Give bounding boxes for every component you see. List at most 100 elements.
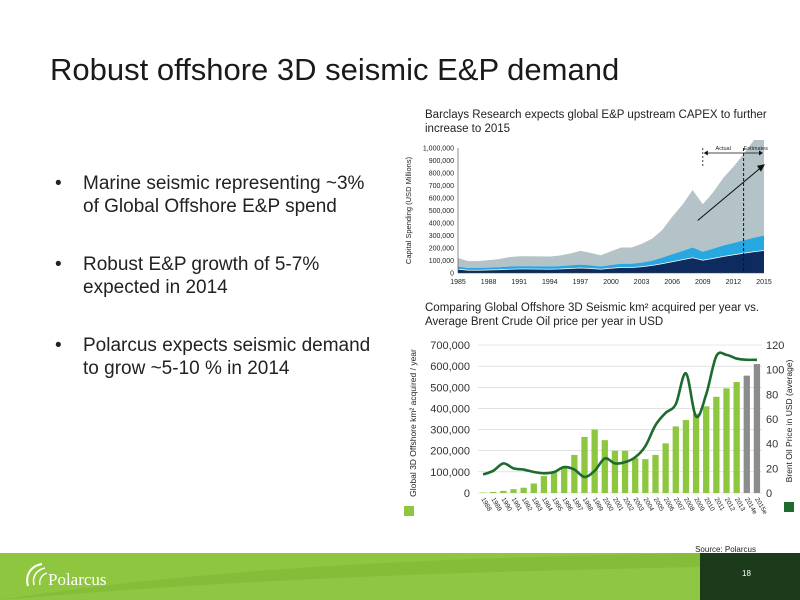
logo-wordmark: Polarcus: [48, 570, 107, 589]
seismic-chart-caption: Comparing Global Offshore 3D Seismic km²…: [425, 302, 760, 328]
legend-swatch-oil-price: [784, 502, 794, 512]
x-tick-label: 2015: [756, 279, 772, 286]
source-note: Source: Polarcus: [695, 545, 756, 554]
area-series-navy: [458, 250, 764, 273]
annotation-actual: Actual: [716, 146, 731, 152]
y-tick-label: 500,000: [429, 208, 454, 215]
x-tick-label: 2009: [695, 279, 711, 286]
y-tick-label: 1,000,000: [423, 146, 454, 153]
bullet-text: Marine seismic representing ~3% of Globa…: [83, 173, 365, 217]
bullet-glyph: •: [55, 335, 62, 356]
y-tick-label: 500,000: [430, 382, 470, 394]
y2-tick-label: 100: [766, 365, 784, 377]
bar-seismic-km2: [733, 382, 740, 493]
y2-tick-label: 20: [766, 463, 778, 475]
page-number: 18: [742, 569, 751, 578]
trend-arrow-line: [697, 166, 763, 221]
bar-seismic-km2: [540, 476, 548, 493]
y2-tick-label: 0: [766, 488, 772, 500]
bar-seismic-km2: [550, 471, 558, 493]
x-tick-label: 2000: [603, 279, 619, 286]
area-series-grey: [458, 140, 764, 268]
y-tick-label: 700,000: [430, 340, 470, 352]
x-tick-label: 2003: [634, 279, 650, 286]
x-tick-label: 1985: [450, 279, 466, 286]
bullet-text: Robust E&P growth of 5-7% expected in 20…: [83, 254, 320, 298]
x-tick-label: 1997: [573, 279, 589, 286]
y2-tick-label: 60: [766, 414, 778, 426]
page-number-box: [700, 553, 800, 600]
x-tick-label: 1988: [481, 279, 497, 286]
y-tick-label: 300,000: [429, 233, 454, 240]
area-separator-line: [457, 250, 765, 271]
y-tick-label: 400,000: [430, 403, 470, 415]
bar-seismic-km2: [692, 413, 700, 493]
bar-seismic-km2: [591, 429, 598, 493]
bullet-text: Polarcus expects seismic demand to grow …: [83, 335, 371, 379]
footer-wave-graphic: [0, 553, 700, 600]
bar-seismic-km2: [672, 426, 679, 493]
y-tick-label: 800,000: [429, 171, 454, 178]
y-tick-label: 100,000: [430, 467, 470, 479]
oil-price-line: [482, 351, 757, 479]
y-tick-label: 0: [464, 488, 470, 500]
y-tick-label: 600,000: [429, 196, 454, 203]
bar-seismic-km2: [510, 489, 517, 493]
y-tick-label: 200,000: [430, 446, 470, 458]
seismic-oil-chart: 0 100,000 200,000 300,000 400,000 500,000 600,…: [404, 340, 794, 516]
x-tick-label: 1994: [542, 279, 558, 286]
x-tick-label: 1991: [511, 279, 527, 286]
y2-axis-label: Brent Oil Price in USD (average): [784, 359, 794, 482]
capex-area-chart: 0 100,000 200,000 300,000 400,000 500,000 600,…: [404, 140, 772, 286]
bar-seismic-km2: [601, 440, 608, 493]
bar-seismic-km2: [490, 491, 497, 493]
bar-seismic-km2: [632, 458, 639, 493]
bar-seismic-km2: [611, 450, 619, 493]
y-tick-label: 300,000: [430, 425, 470, 437]
bar-seismic-km2: [500, 490, 507, 493]
area-series-cyan: [458, 235, 764, 271]
y-tick-label: 100,000: [429, 258, 454, 265]
bar-seismic-km2: [520, 487, 527, 493]
footer-band: [0, 553, 800, 600]
y-axis-label: Capital Spending (USD Millions): [404, 156, 413, 264]
y2-tick-label: 40: [766, 439, 778, 451]
bar-seismic-km2: [723, 388, 730, 493]
bar-seismic-km2: [561, 466, 568, 493]
bullet-item: • Polarcus expects seismic demand to grow…: [55, 334, 385, 380]
legend-swatch-seismic: [404, 506, 414, 516]
bar-seismic-km2: [652, 454, 659, 493]
range-arrow-right: [759, 150, 763, 156]
bar-seismic-km2: [662, 443, 669, 493]
bar-seismic-km2: [571, 454, 578, 493]
trend-arrow-head: [756, 164, 765, 172]
y-tick-label: 900,000: [429, 158, 454, 165]
y-tick-label: 600,000: [430, 361, 470, 373]
bar-seismic-km2: [753, 364, 761, 493]
bar-seismic-km2: [642, 459, 649, 493]
y-tick-label: 200,000: [429, 246, 454, 253]
bullet-list: • Marine seismic representing ~3% of Glob…: [55, 172, 385, 415]
y-tick-label: 700,000: [429, 183, 454, 190]
bullet-glyph: •: [55, 254, 62, 275]
capex-chart-caption: Barclays Research expects global E&P ups…: [425, 109, 767, 135]
bar-seismic-km2: [703, 406, 710, 493]
bar-seismic-km2: [682, 420, 690, 493]
x-tick-label: 2006: [664, 279, 680, 286]
bar-seismic-km2: [621, 450, 629, 493]
polarcus-logo-icon: [26, 563, 48, 587]
y-axis-label: Global 3D Offshore km² acquired / year: [408, 349, 418, 497]
annotation-estimates: Estimates: [744, 146, 768, 152]
bullet-item: • Robust E&P growth of 5-7% expected in 2…: [55, 253, 385, 299]
bar-seismic-km2: [713, 396, 720, 493]
bar-seismic-km2: [743, 375, 750, 493]
bullet-item: • Marine seismic representing ~3% of Glob…: [55, 172, 385, 218]
x-tick-label: 2012: [726, 279, 742, 286]
y2-tick-label: 80: [766, 389, 778, 401]
bar-seismic-km2: [581, 436, 588, 493]
y-tick-label: 400,000: [429, 221, 454, 228]
y-tick-label: 0: [450, 271, 454, 278]
slide-title: Robust offshore 3D seismic E&P demand: [50, 52, 620, 87]
bullet-glyph: •: [55, 173, 62, 194]
range-arrow-left: [703, 150, 708, 156]
